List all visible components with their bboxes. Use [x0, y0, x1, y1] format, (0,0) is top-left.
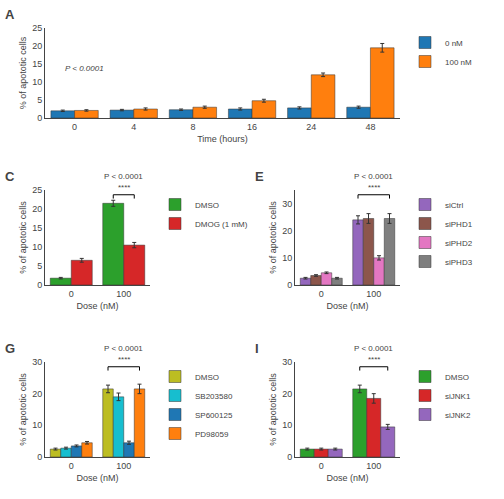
- svg-text:5: 5: [37, 261, 42, 271]
- svg-text:****: ****: [118, 183, 130, 192]
- svg-text:siPHD2: siPHD2: [445, 239, 473, 248]
- svg-text:DMSO: DMSO: [195, 201, 219, 210]
- svg-text:100: 100: [116, 289, 131, 299]
- svg-text:15: 15: [32, 223, 42, 233]
- svg-text:% of apototic cells: % of apototic cells: [18, 373, 28, 446]
- svg-text:siPHD3: siPHD3: [445, 258, 473, 267]
- svg-text:% of apototic cells: % of apototic cells: [268, 201, 278, 274]
- svg-text:P < 0.0001: P < 0.0001: [104, 344, 143, 353]
- svg-text:20: 20: [282, 226, 292, 236]
- svg-text:0: 0: [69, 461, 74, 471]
- svg-text:0: 0: [37, 452, 42, 462]
- svg-text:P < 0.0001: P < 0.0001: [104, 172, 143, 181]
- svg-text:Dose (nM): Dose (nM): [326, 473, 368, 483]
- svg-text:48: 48: [365, 122, 375, 132]
- svg-text:% of apototic cells: % of apototic cells: [268, 373, 278, 446]
- svg-text:P < 0.0001: P < 0.0001: [65, 64, 104, 73]
- svg-text:0: 0: [319, 461, 324, 471]
- svg-text:****: ****: [118, 355, 130, 364]
- svg-text:15: 15: [32, 59, 42, 69]
- svg-text:10: 10: [32, 420, 42, 430]
- svg-text:10: 10: [32, 242, 42, 252]
- svg-text:SP600125: SP600125: [195, 411, 233, 420]
- svg-text:10: 10: [282, 253, 292, 263]
- svg-text:0: 0: [319, 289, 324, 299]
- svg-text:100: 100: [116, 461, 131, 471]
- svg-text:PD98059: PD98059: [195, 430, 229, 439]
- svg-text:Dose (nM): Dose (nM): [326, 301, 368, 311]
- svg-text:0 nM: 0 nM: [445, 39, 463, 48]
- svg-text:0: 0: [287, 452, 292, 462]
- svg-text:C: C: [5, 169, 15, 184]
- svg-text:siJNK2: siJNK2: [445, 411, 471, 420]
- svg-text:****: ****: [368, 183, 380, 192]
- svg-text:20: 20: [32, 41, 42, 51]
- svg-text:30: 30: [282, 357, 292, 367]
- svg-text:100: 100: [366, 461, 381, 471]
- svg-text:DMSO: DMSO: [445, 373, 469, 382]
- svg-text:P < 0.0001: P < 0.0001: [354, 172, 393, 181]
- svg-text:0: 0: [72, 122, 77, 132]
- svg-text:% of apototic cells: % of apototic cells: [18, 36, 28, 109]
- svg-text:30: 30: [32, 357, 42, 367]
- svg-text:10: 10: [282, 420, 292, 430]
- svg-text:A: A: [5, 7, 15, 22]
- svg-text:SB203580: SB203580: [195, 392, 233, 401]
- svg-text:Dose (nM): Dose (nM): [76, 473, 118, 483]
- svg-text:100 nM: 100 nM: [445, 58, 472, 67]
- svg-text:10: 10: [32, 77, 42, 87]
- svg-text:0: 0: [37, 280, 42, 290]
- svg-text:****: ****: [368, 355, 380, 364]
- svg-text:Time (hours): Time (hours): [197, 134, 248, 144]
- svg-text:100: 100: [366, 289, 381, 299]
- svg-text:0: 0: [37, 113, 42, 123]
- svg-text:siCtrl: siCtrl: [445, 201, 463, 210]
- svg-text:4: 4: [131, 122, 136, 132]
- svg-text:% of apototic cells: % of apototic cells: [18, 201, 28, 274]
- svg-text:DMOG (1 mM): DMOG (1 mM): [195, 220, 248, 229]
- svg-text:20: 20: [282, 389, 292, 399]
- svg-text:G: G: [5, 341, 15, 356]
- svg-text:Dose (nM): Dose (nM): [76, 301, 118, 311]
- svg-text:20: 20: [32, 204, 42, 214]
- svg-text:siPHD1: siPHD1: [445, 220, 473, 229]
- svg-text:P < 0.0001: P < 0.0001: [354, 344, 393, 353]
- svg-text:0: 0: [69, 289, 74, 299]
- svg-text:I: I: [255, 341, 259, 356]
- svg-text:0: 0: [287, 280, 292, 290]
- svg-text:25: 25: [32, 23, 42, 33]
- svg-text:20: 20: [32, 389, 42, 399]
- svg-text:25: 25: [32, 185, 42, 195]
- svg-text:siJNK1: siJNK1: [445, 392, 471, 401]
- svg-text:16: 16: [247, 122, 257, 132]
- svg-text:30: 30: [282, 199, 292, 209]
- svg-text:DMSO: DMSO: [195, 373, 219, 382]
- svg-text:5: 5: [37, 95, 42, 105]
- svg-text:E: E: [255, 169, 264, 184]
- svg-text:8: 8: [190, 122, 195, 132]
- svg-text:24: 24: [306, 122, 316, 132]
